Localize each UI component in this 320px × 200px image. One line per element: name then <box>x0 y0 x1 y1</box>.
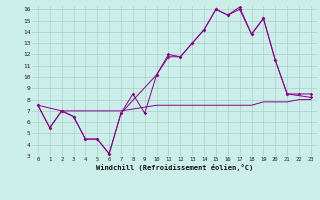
X-axis label: Windchill (Refroidissement éolien,°C): Windchill (Refroidissement éolien,°C) <box>96 164 253 171</box>
